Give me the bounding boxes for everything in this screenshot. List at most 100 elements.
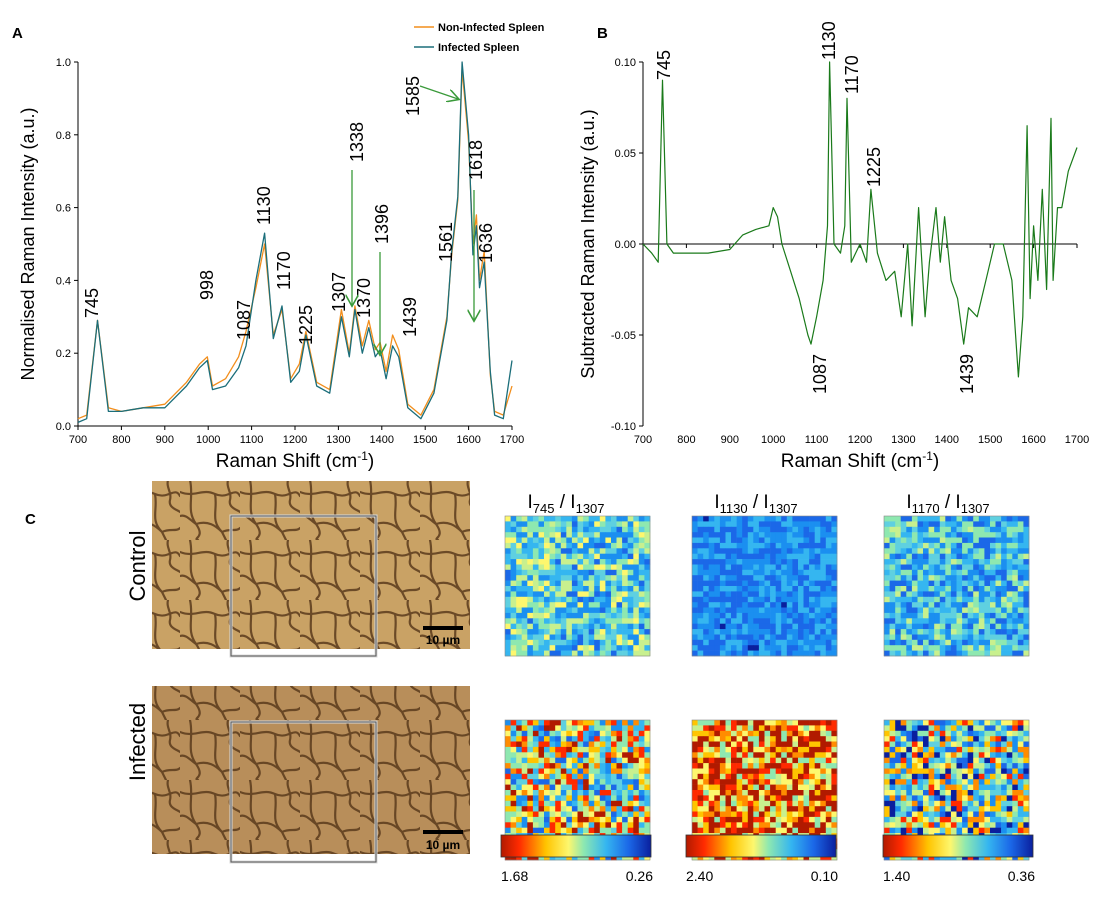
map-cell [984, 645, 991, 651]
map-cell [516, 521, 523, 528]
map-cell [984, 720, 991, 726]
map-cell [962, 650, 968, 657]
map-cell [809, 532, 815, 538]
map-cell [884, 586, 890, 592]
map-cell [978, 816, 985, 823]
map-cell [1001, 811, 1007, 818]
map-cell [521, 623, 528, 630]
map-cell [798, 784, 804, 791]
map-cell [1017, 736, 1024, 742]
map-cell [995, 752, 1002, 758]
map-cell [895, 768, 902, 775]
map-cell [532, 612, 539, 619]
map-cell [889, 779, 896, 785]
map-cell [803, 784, 810, 791]
map-cell [527, 580, 534, 587]
map-cell [622, 854, 628, 861]
map-cell [633, 827, 640, 834]
map-cell [917, 725, 924, 732]
map-cell [973, 634, 980, 641]
map-cell [764, 559, 771, 565]
map-cell [928, 763, 935, 769]
map-cell [627, 752, 634, 758]
map-cell [900, 532, 907, 538]
map-cell [978, 612, 985, 619]
map-cell [577, 790, 584, 796]
map-cell [923, 516, 929, 522]
map-cell [605, 569, 612, 576]
map-cell [984, 795, 991, 802]
map-cell [627, 526, 634, 533]
map-cell [798, 725, 804, 732]
map-cell [731, 768, 737, 775]
map-cell [956, 779, 963, 785]
map-cell [644, 591, 651, 598]
map-cell [549, 532, 556, 538]
map-cell [764, 623, 771, 630]
map-cell [973, 768, 980, 775]
map-cell [967, 618, 974, 624]
map-cell [803, 816, 810, 823]
map-cell [825, 784, 832, 791]
map-cell [505, 763, 511, 769]
map-cell [928, 806, 935, 812]
map-cell [814, 757, 821, 764]
map-cell [644, 602, 651, 608]
map-cell [516, 650, 523, 657]
map-cell [814, 607, 821, 614]
map-cell [736, 816, 743, 823]
map-cell [527, 725, 534, 732]
map-cell [984, 800, 991, 807]
map-cell [697, 790, 704, 796]
map-cell [900, 526, 907, 533]
map-cell [521, 596, 528, 603]
map-cell [714, 526, 721, 533]
map-cell [917, 586, 924, 592]
map-cell [984, 811, 991, 818]
map-cell [731, 516, 737, 522]
map-cell [736, 752, 743, 758]
map-cell [792, 629, 799, 635]
map-cell [775, 596, 782, 603]
map-cell [803, 596, 810, 603]
map-cell [923, 790, 929, 796]
map-cell [616, 591, 623, 598]
map-cell [505, 854, 511, 861]
map-cell [792, 521, 799, 528]
a-peak-label-745: 745 [82, 288, 102, 318]
map-cell [967, 645, 974, 651]
map-cell [764, 516, 771, 522]
map-cell [588, 537, 595, 544]
map-cell [911, 720, 918, 726]
map-cell [560, 618, 567, 624]
map-cell [753, 736, 760, 742]
map-cell [792, 618, 799, 624]
map-cell [775, 806, 782, 812]
map-cell [599, 816, 606, 823]
map-cell [588, 612, 595, 619]
map-cell [1001, 752, 1007, 758]
map-cell [939, 784, 946, 791]
map-cell [956, 784, 963, 791]
map-cell [731, 537, 737, 544]
map-cell [605, 516, 612, 522]
map-cell [583, 752, 589, 758]
map-cell [820, 645, 827, 651]
map-cell [747, 575, 754, 581]
map-cell [962, 559, 968, 565]
map-cell [928, 532, 935, 538]
map-cell [544, 612, 550, 619]
map-cell [770, 736, 776, 742]
map-cell [884, 784, 890, 791]
map-cell [692, 650, 698, 657]
map-cell [599, 596, 606, 603]
map-cell [825, 532, 832, 538]
map-cell [560, 586, 567, 592]
map-cell [950, 773, 957, 780]
map-cell [831, 639, 838, 646]
map-cell [742, 757, 749, 764]
map-cell [747, 532, 754, 538]
map-cell [814, 569, 821, 576]
map-cell [742, 629, 749, 635]
map-cell [544, 800, 550, 807]
